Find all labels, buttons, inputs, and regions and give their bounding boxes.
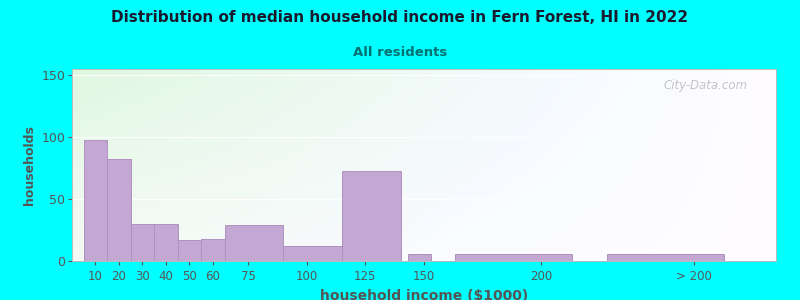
Bar (107, 159, 130, 261)
Y-axis label: households: households (22, 125, 36, 205)
Bar (283, 246, 342, 261)
X-axis label: household income ($1000): household income ($1000) (320, 289, 528, 300)
Text: City-Data.com: City-Data.com (664, 79, 748, 92)
Bar (407, 254, 431, 261)
Bar (454, 254, 572, 261)
Bar (154, 224, 178, 261)
Bar (178, 240, 201, 261)
Bar (201, 239, 236, 261)
Text: All residents: All residents (353, 46, 447, 59)
Bar (130, 224, 154, 261)
Bar (607, 254, 724, 261)
Text: Distribution of median household income in Fern Forest, HI in 2022: Distribution of median household income … (111, 10, 689, 25)
Bar (342, 171, 401, 261)
Bar (225, 225, 283, 261)
Bar (84, 140, 107, 261)
